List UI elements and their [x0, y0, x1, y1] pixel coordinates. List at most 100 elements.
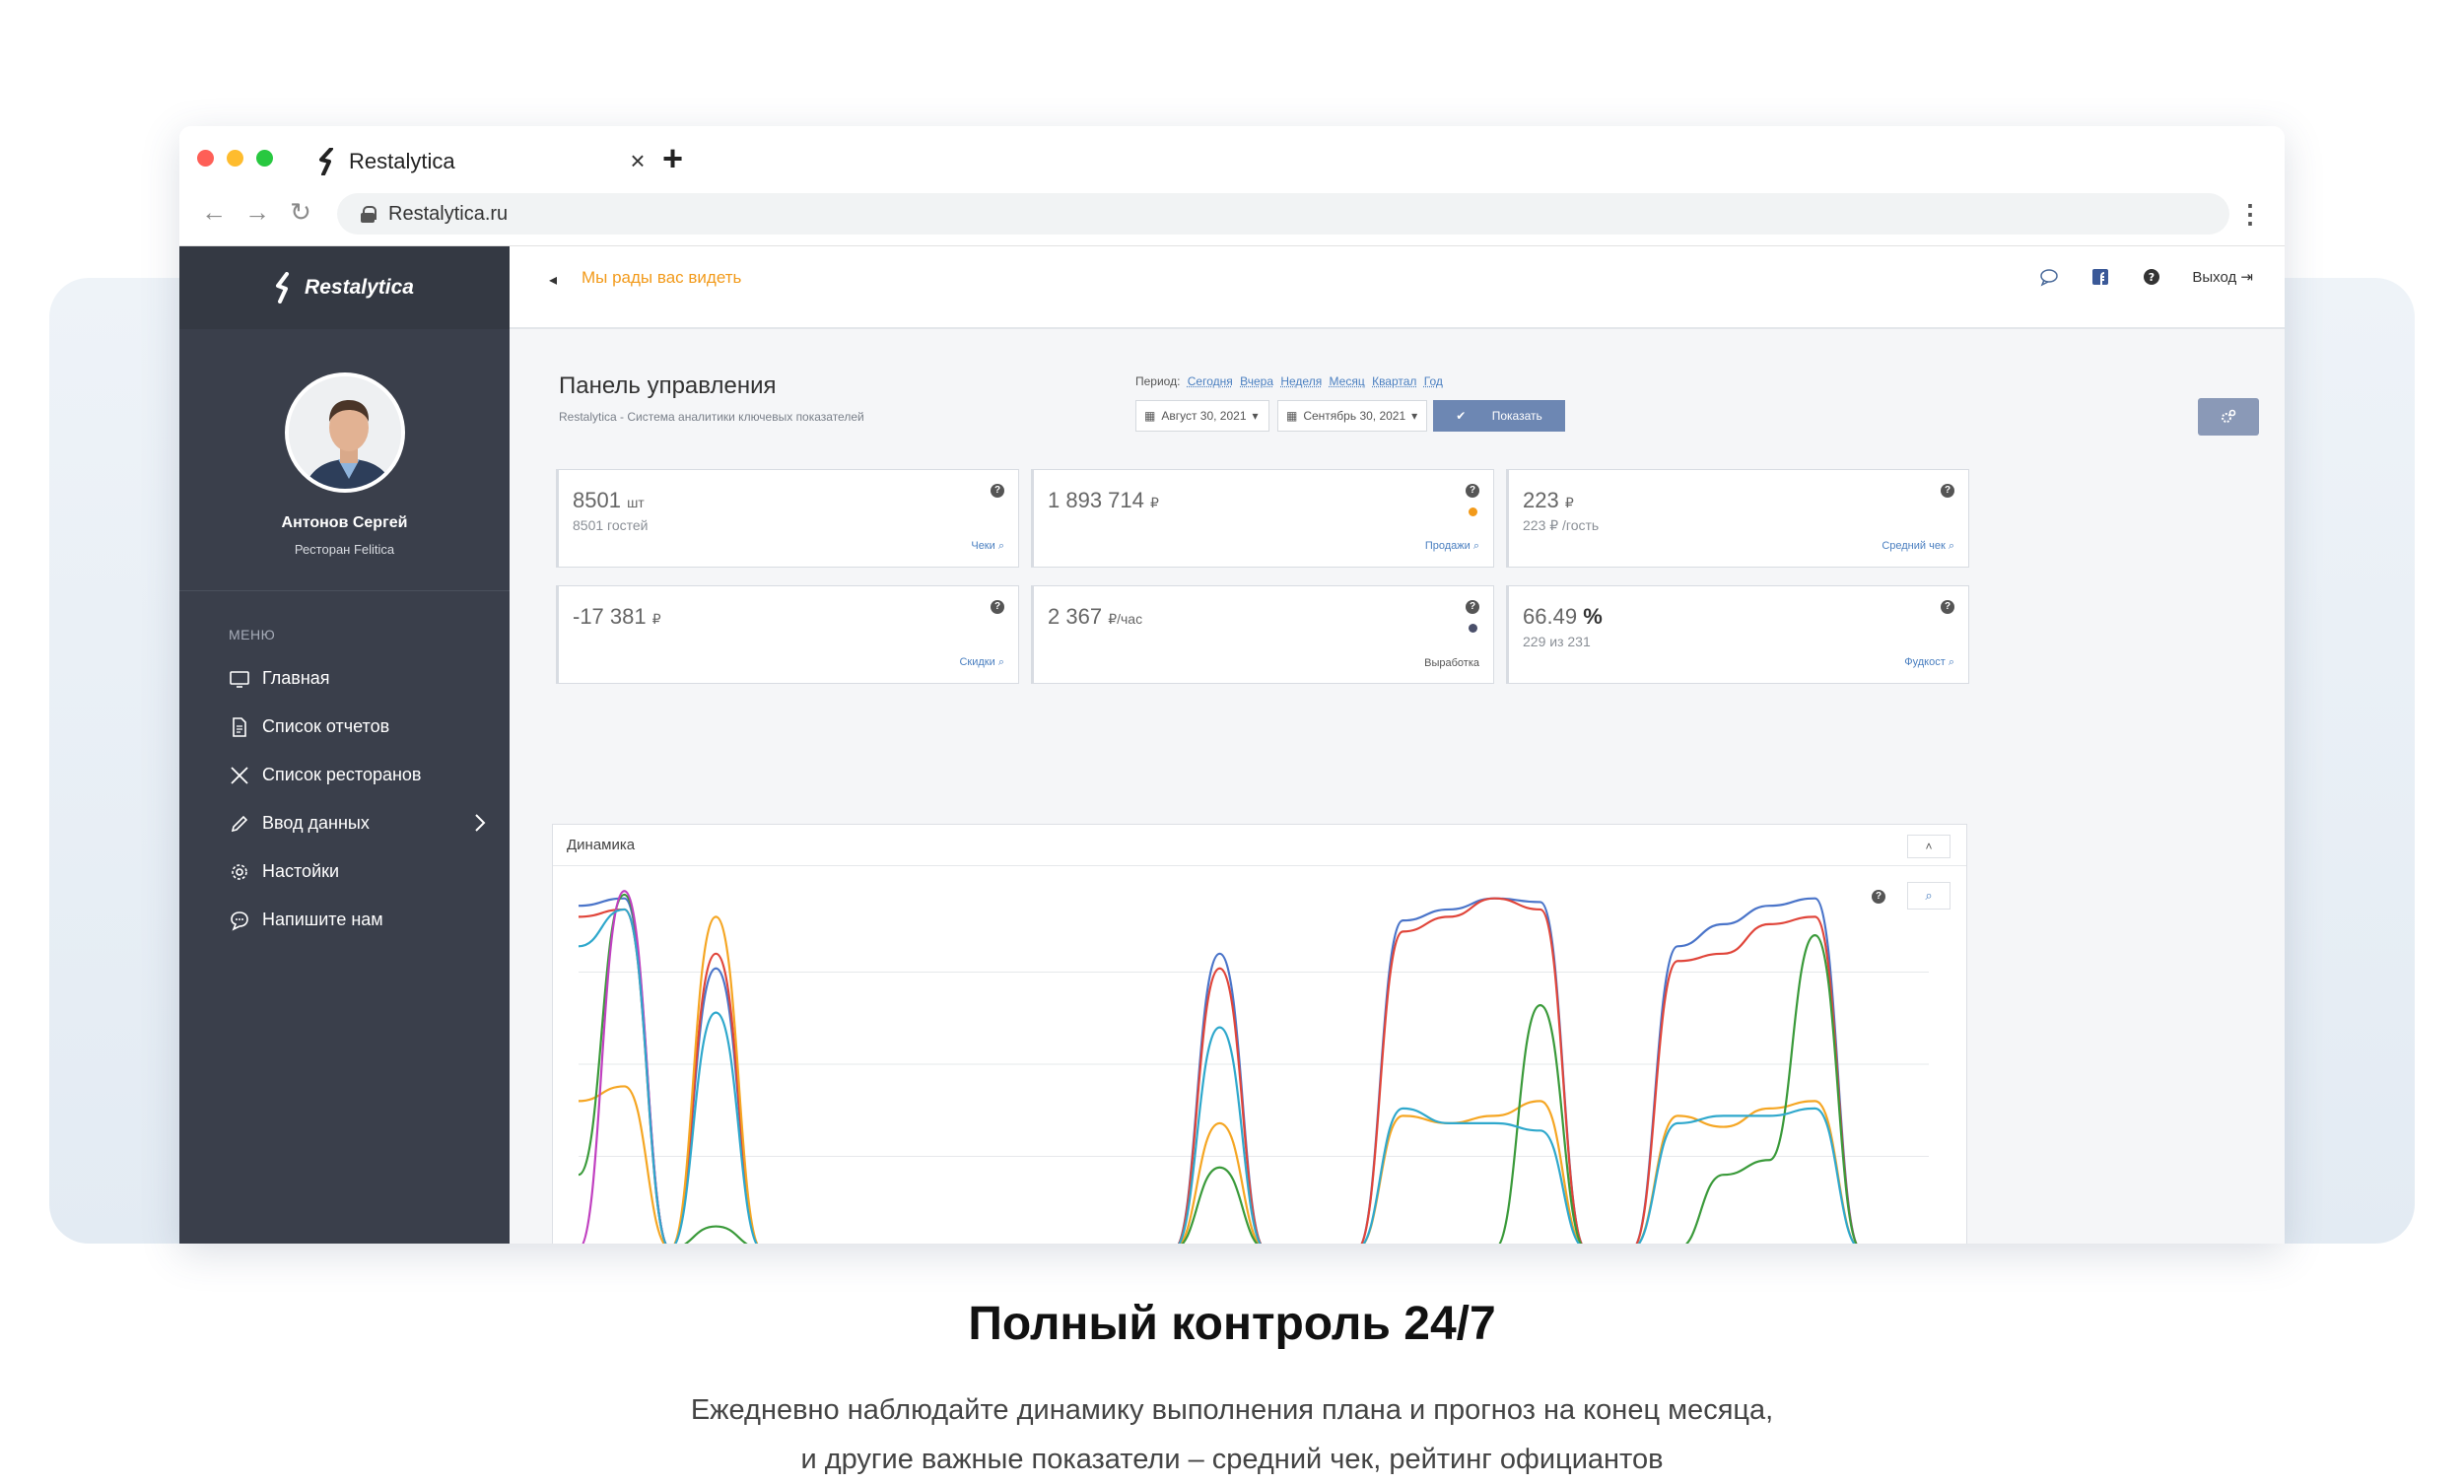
kpi-card-productivity: 2 367 ₽/час ? Выработка	[1031, 585, 1494, 684]
cogs-icon	[2221, 409, 2236, 425]
user-profile: Антонов Сергей Ресторан Felitica	[179, 329, 510, 591]
help-icon[interactable]: ?	[2141, 266, 2162, 288]
period-selector: Период: Сегодня Вчера Неделя Месяц Кварт…	[1135, 374, 1443, 388]
kpi-unit: ₽/час	[1108, 611, 1142, 627]
caret-down-icon: ▾	[1411, 409, 1417, 423]
period-link-yesterday[interactable]: Вчера	[1240, 374, 1273, 388]
status-dot	[1469, 624, 1477, 633]
kpi-link: Выработка	[1424, 657, 1479, 669]
help-icon[interactable]: ?	[1872, 890, 1885, 904]
sidebar-item-restaurants[interactable]: Список ресторанов	[179, 751, 510, 799]
period-link-today[interactable]: Сегодня	[1188, 374, 1233, 388]
calendar-icon: ▦	[1286, 409, 1297, 423]
url-text: Restalytica.ru	[388, 203, 508, 226]
sidebar-item-label: Список ресторанов	[262, 765, 422, 785]
kpi-link-label: Средний чек	[1882, 540, 1945, 552]
kpi-unit: ₽	[1565, 495, 1574, 510]
date-from-picker[interactable]: ▦ Август 30, 2021 ▾	[1135, 400, 1269, 432]
kpi-link[interactable]: Фудкост ⌕	[1904, 656, 1954, 669]
help-icon[interactable]: ?	[991, 484, 1004, 498]
show-button-label: Показать	[1492, 409, 1542, 423]
help-icon[interactable]: ?	[1466, 484, 1479, 498]
page-subtitle: Restalytica - Система аналитики ключевых…	[559, 410, 864, 424]
sidebar-item-home[interactable]: Главная	[179, 654, 510, 703]
kpi-card-checks: 8501 шт 8501 гостей ? Чеки ⌕	[556, 469, 1019, 568]
kpi-value: 1 893 714 ₽	[1048, 488, 1159, 513]
chat-icon	[229, 910, 250, 931]
kpi-number: -17 381	[573, 604, 647, 629]
browser-tab[interactable]: Restalytica ×	[317, 142, 652, 181]
back-button[interactable]: ←	[199, 197, 229, 228]
facebook-icon[interactable]	[2089, 266, 2111, 288]
check-icon: ✔	[1456, 409, 1466, 423]
close-tab-icon[interactable]: ×	[623, 146, 652, 176]
marketing-headline: Полный контроль 24/7	[0, 1297, 2464, 1351]
kpi-link-label: Выработка	[1424, 657, 1479, 669]
page-title: Панель управления	[559, 372, 776, 400]
avatar-photo	[289, 376, 405, 493]
reload-button[interactable]: ↻	[286, 197, 315, 228]
kpi-link-label: Чеки	[971, 540, 994, 552]
sidebar-item-reports[interactable]: Список отчетов	[179, 703, 510, 751]
brand[interactable]: Restalytica	[179, 246, 510, 329]
kpi-link[interactable]: Чеки ⌕	[971, 540, 1004, 553]
period-link-quarter[interactable]: Квартал	[1372, 374, 1416, 388]
chevron-right-icon	[474, 813, 486, 833]
dynamics-chart: 30. Авг 1. Сен 3. Сен 5. Сен 7. Сен 9. Сен 11.…	[553, 825, 1968, 1244]
kpi-number: 223	[1523, 488, 1559, 512]
series-line-Чеки	[579, 899, 1952, 1244]
logout-link[interactable]: Выход ⇥	[2192, 268, 2253, 286]
sidebar: Restalytica Антонов Сергей Ресторан Feli…	[179, 246, 510, 1244]
show-button[interactable]: ✔ Показать	[1433, 400, 1565, 432]
help-icon[interactable]: ?	[1941, 600, 1954, 614]
kpi-subtext: 223 ₽ /гость	[1523, 517, 1599, 534]
kpi-link[interactable]: Средний чек ⌕	[1882, 540, 1954, 553]
maximize-window-button[interactable]	[256, 150, 273, 167]
lock-icon	[361, 206, 375, 222]
kpi-unit: ₽	[1150, 495, 1159, 510]
settings-action-button[interactable]	[2198, 398, 2259, 436]
sidebar-item-label: Список отчетов	[262, 716, 389, 737]
sidebar-item-label: Напишите нам	[262, 910, 383, 930]
url-field[interactable]: Restalytica.ru	[337, 193, 2229, 235]
period-link-year[interactable]: Год	[1424, 374, 1443, 388]
browser-window: Restalytica × + ← → ↻ Restalytica.ru ⋮ R…	[179, 126, 2285, 1244]
brand-name: Restalytica	[305, 276, 414, 300]
help-icon[interactable]: ?	[991, 600, 1004, 614]
kpi-value: 66.49 %	[1523, 604, 1603, 630]
kpi-card-average-check: 223 ₽ 223 ₽ /гость ? Средний чек ⌕	[1506, 469, 1969, 568]
sidebar-item-label: Главная	[262, 668, 330, 689]
period-link-month[interactable]: Месяц	[1330, 374, 1365, 388]
kpi-link[interactable]: Продажи ⌕	[1425, 540, 1479, 553]
help-icon[interactable]: ?	[1941, 484, 1954, 498]
sidebar-item-data-input[interactable]: Ввод данных	[179, 799, 510, 847]
date-to-picker[interactable]: ▦ Сентябрь 30, 2021 ▾	[1277, 400, 1427, 432]
forward-button[interactable]: →	[242, 197, 272, 228]
pencil-icon	[229, 813, 250, 835]
avatar[interactable]	[285, 372, 405, 493]
kpi-number: 8501	[573, 488, 621, 512]
series-line-Выработка	[579, 891, 1952, 1244]
monitor-icon	[229, 668, 250, 690]
brand-logo-icon	[275, 272, 293, 304]
sidebar-item-label: Настойки	[262, 861, 339, 882]
sidebar-item-contact[interactable]: Напишите нам	[179, 896, 510, 944]
kpi-link[interactable]: Скидки ⌕	[959, 656, 1004, 669]
sidebar-toggle-icon[interactable]: ◂	[549, 270, 557, 290]
search-icon: ⌕	[1949, 540, 1954, 552]
new-tab-button[interactable]: +	[662, 138, 683, 179]
sidebar-item-settings[interactable]: Настойки	[179, 847, 510, 896]
kpi-link-label: Скидки	[959, 656, 994, 668]
svg-text:?: ?	[2149, 271, 2155, 284]
zoom-button[interactable]: ⌕	[1907, 882, 1951, 910]
gear-icon	[229, 861, 250, 883]
close-window-button[interactable]	[197, 150, 214, 167]
help-icon[interactable]: ?	[1466, 600, 1479, 614]
minimize-window-button[interactable]	[227, 150, 243, 167]
period-link-week[interactable]: Неделя	[1280, 374, 1322, 388]
comment-icon[interactable]	[2038, 266, 2060, 288]
search-icon: ⌕	[998, 540, 1004, 552]
date-from-value: Август 30, 2021	[1161, 409, 1246, 423]
kpi-value: 223 ₽	[1523, 488, 1574, 513]
browser-menu-button[interactable]: ⋮	[2237, 199, 2263, 230]
